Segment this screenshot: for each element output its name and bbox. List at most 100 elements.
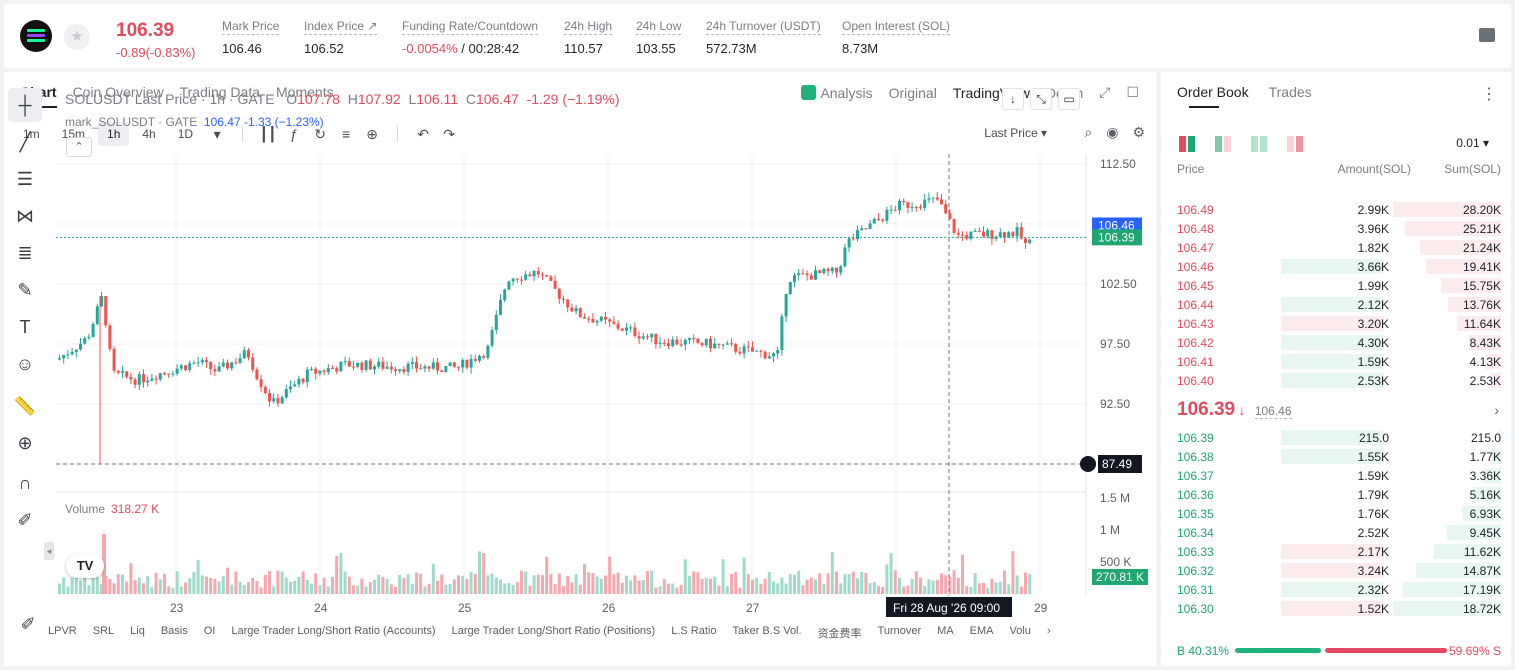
legend-collapse-button[interactable]: ⌃ <box>66 137 92 157</box>
indicator-ma[interactable]: MA <box>937 625 954 637</box>
compare-icon[interactable]: ↻ <box>314 125 326 142</box>
expand-icon[interactable]: ⤢ <box>1099 84 1111 100</box>
stat-label[interactable]: Funding Rate/Countdown <box>402 19 539 35</box>
indicator-basis[interactable]: Basis <box>160 625 188 637</box>
ask-row[interactable]: 106.49 2.99K 28.20K <box>1161 200 1511 219</box>
timeframe-4h[interactable]: 4h <box>142 127 156 141</box>
tab-trading-data[interactable]: Trading Data <box>179 84 261 100</box>
indicator-lt-positions[interactable]: Large Trader Long/Short Ratio (Positions… <box>451 625 656 637</box>
indicator-srl[interactable]: SRL <box>92 625 115 637</box>
bid-row[interactable]: 106.34 2.52K 9.45K <box>1161 523 1511 542</box>
maximize-pane-icon[interactable]: ▭ <box>1058 88 1080 110</box>
timeframe-dropdown-icon[interactable]: ▾ <box>213 125 221 142</box>
layout-bids-icon[interactable] <box>1215 136 1231 152</box>
layout-split-icon[interactable] <box>1251 136 1267 152</box>
bid-row[interactable]: 106.38 1.55K 1.77K <box>1161 447 1511 466</box>
indicator-lt-accounts[interactable]: Large Trader Long/Short Ratio (Accounts) <box>231 625 436 637</box>
candle-body <box>137 374 141 385</box>
trendline-icon[interactable]: ╱ <box>19 131 31 152</box>
edit-icon[interactable]: ✐ <box>20 613 36 634</box>
ask-row[interactable]: 106.47 1.82K 21.24K <box>1161 238 1511 257</box>
candle-type-icon[interactable]: ┃┃ <box>259 125 277 142</box>
volume-bar <box>671 583 675 594</box>
tab-moments[interactable]: Moments <box>276 84 334 100</box>
pattern-icon[interactable]: ⋈ <box>16 205 34 226</box>
indicator-volume[interactable]: Volu <box>1009 625 1031 637</box>
ask-row[interactable]: 106.44 2.12K 13.76K <box>1161 295 1511 314</box>
ask-row[interactable]: 106.45 1.99K 15.75K <box>1161 276 1511 295</box>
collapse-pane-icon[interactable]: ⤡ <box>1030 88 1052 110</box>
indicator-turnover[interactable]: Turnover <box>877 625 922 637</box>
tab-order-book[interactable]: Order Book <box>1177 84 1249 108</box>
bid-row[interactable]: 106.35 1.76K 6.93K <box>1161 504 1511 523</box>
price-source-select[interactable]: Last Price ▾ <box>984 126 1047 140</box>
tradingview-logo-icon[interactable]: TV <box>66 554 104 578</box>
ask-row[interactable]: 106.40 2.53K 2.53K <box>1161 371 1511 390</box>
bid-row[interactable]: 106.39 215.0 215.0 <box>1161 428 1511 447</box>
tab-trades[interactable]: Trades <box>1268 84 1312 100</box>
timeframe-1h[interactable]: 1h <box>98 122 130 146</box>
view-original[interactable]: Original <box>888 84 937 101</box>
ask-row[interactable]: 106.46 3.66K 19.41K <box>1161 257 1511 276</box>
camera-icon[interactable]: ◉ <box>1106 124 1119 140</box>
ask-row[interactable]: 106.48 3.96K 25.21K <box>1161 219 1511 238</box>
tab-coin-overview[interactable]: Coin Overview <box>72 84 164 100</box>
indicator-ema[interactable]: EMA <box>969 625 994 637</box>
ask-row[interactable]: 106.41 1.59K 4.13K <box>1161 352 1511 371</box>
brush-icon[interactable]: ✎ <box>17 279 33 300</box>
stat-index-price[interactable]: Index Price ↗ 106.52 <box>304 19 378 56</box>
bid-row[interactable]: 106.37 1.59K 3.36K <box>1161 466 1511 485</box>
templates-icon[interactable]: ≡ <box>341 126 351 142</box>
stat-label[interactable]: Open Interest (SOL) <box>842 19 951 35</box>
volume-bar <box>196 559 200 594</box>
chevron-right-icon[interactable]: › <box>1494 402 1499 418</box>
undo-icon[interactable]: ↶ <box>417 125 429 142</box>
crosshair-icon[interactable]: ┼ <box>8 88 42 122</box>
fullscreen-icon[interactable]: ☐ <box>1126 84 1139 100</box>
indicator-funding-rate[interactable]: 资金费率 <box>817 628 862 640</box>
add-alert-icon[interactable]: ⊕ <box>366 125 378 142</box>
bid-row[interactable]: 106.30 1.52K 18.72K <box>1161 599 1511 618</box>
indicator-ls-ratio[interactable]: L.S Ratio <box>671 625 717 637</box>
emoji-icon[interactable]: ☺ <box>15 353 35 374</box>
indicators-icon[interactable]: ƒ <box>290 126 298 142</box>
timeframe-1m[interactable]: 1m <box>23 127 40 141</box>
gear-icon[interactable]: ⚙ <box>1132 124 1145 140</box>
magnet-icon[interactable]: ∩ <box>18 472 32 493</box>
bid-row[interactable]: 106.31 2.32K 17.19K <box>1161 580 1511 599</box>
zoom-in-icon[interactable]: ⊕ <box>17 432 33 453</box>
precision-select[interactable]: 0.01 ▾ <box>1456 136 1489 150</box>
ask-row[interactable]: 106.42 4.30K 8.43K <box>1161 333 1511 352</box>
favorite-star-icon[interactable]: ★ <box>64 24 90 50</box>
ruler-icon[interactable]: 📏 <box>13 395 37 416</box>
analysis-button[interactable]: Analysis <box>801 84 873 101</box>
volume-bar <box>620 582 624 594</box>
indicator-lpvr[interactable]: LPVR <box>48 625 77 637</box>
layout-asks-icon[interactable] <box>1287 136 1303 152</box>
scroll-right-icon[interactable]: › <box>1046 625 1051 637</box>
book-icon[interactable] <box>1479 28 1495 42</box>
ask-row[interactable]: 106.43 3.20K 11.64K <box>1161 314 1511 333</box>
more-options-icon[interactable]: ⋮ <box>1481 86 1497 103</box>
stat-label[interactable]: Index Price ↗ <box>304 19 378 35</box>
fib-icon[interactable]: ≣ <box>17 242 33 263</box>
volume-bar <box>436 580 439 594</box>
stat-label[interactable]: Mark Price <box>222 19 280 35</box>
bid-row[interactable]: 106.36 1.79K 5.16K <box>1161 485 1511 504</box>
layout-both-icon[interactable] <box>1179 136 1195 152</box>
move-down-icon[interactable]: ↓ <box>1002 88 1024 110</box>
bid-row[interactable]: 106.32 3.24K 14.87K <box>1161 561 1511 580</box>
redo-icon[interactable]: ↷ <box>443 125 455 142</box>
search-icon[interactable]: ⌕ <box>1084 124 1093 140</box>
pencil-lock-icon[interactable]: ✐ <box>17 509 33 530</box>
timeframe-1d[interactable]: 1D <box>177 127 194 141</box>
indicator-liq[interactable]: Liq <box>130 625 145 637</box>
bid-row[interactable]: 106.33 2.17K 11.62K <box>1161 542 1511 561</box>
collapse-toolbar-icon[interactable]: ◂ <box>44 542 54 560</box>
mid-price-row[interactable]: 106.39 ↓ 106.46 › <box>1177 399 1501 423</box>
indicator-taker-vol[interactable]: Taker B.S Vol. <box>732 625 802 637</box>
text-icon[interactable]: T <box>19 316 31 337</box>
indicator-oi[interactable]: OI <box>203 625 216 637</box>
horizontal-lines-icon[interactable]: ☰ <box>16 168 34 189</box>
